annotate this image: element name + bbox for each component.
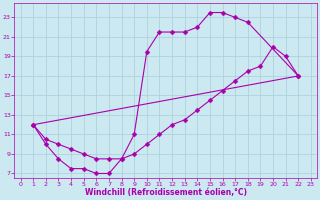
X-axis label: Windchill (Refroidissement éolien,°C): Windchill (Refroidissement éolien,°C) — [85, 188, 247, 197]
